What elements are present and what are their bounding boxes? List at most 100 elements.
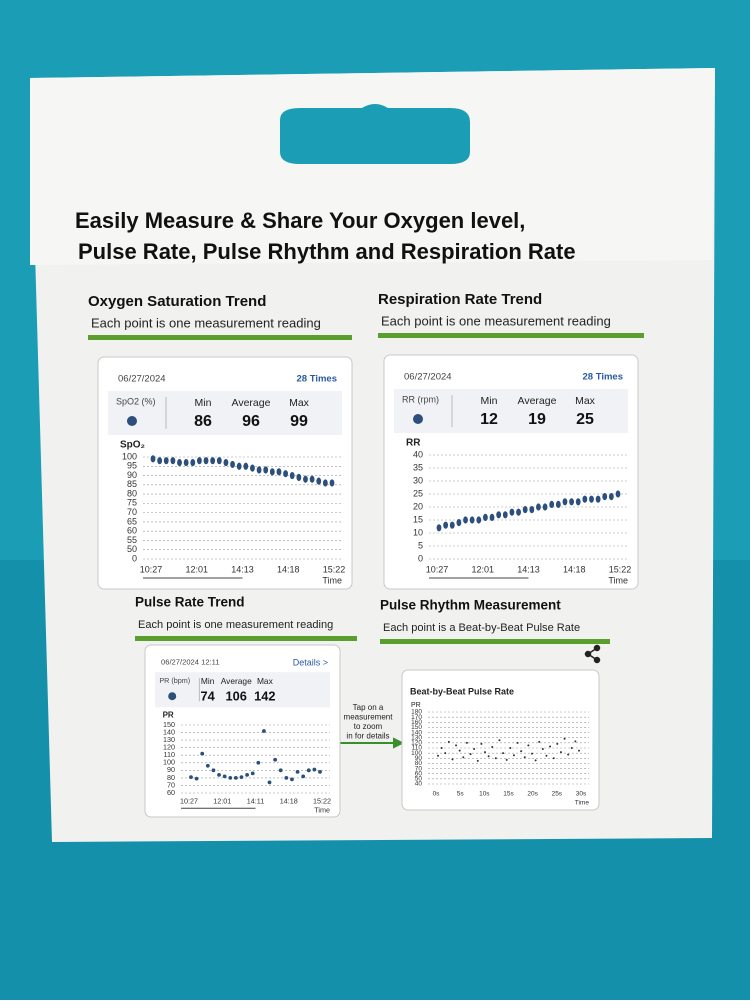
data-point bbox=[267, 780, 272, 785]
panel-subheading: Each point is one measurement reading bbox=[138, 619, 333, 631]
panel-heading: Oxygen Saturation Trend bbox=[88, 293, 266, 310]
data-point bbox=[520, 750, 523, 753]
data-point bbox=[443, 521, 449, 529]
card-date: 06/27/2024 12:11 bbox=[161, 658, 220, 667]
x-tick-label: 14:11 bbox=[247, 797, 264, 806]
data-point bbox=[509, 508, 515, 516]
data-point bbox=[189, 775, 193, 780]
y-tick-label: 65 bbox=[127, 516, 137, 526]
data-point bbox=[437, 754, 439, 757]
data-point bbox=[502, 511, 508, 519]
data-point bbox=[578, 749, 580, 752]
y-tick-label: 170 bbox=[411, 714, 422, 721]
stat-label: Min bbox=[201, 676, 215, 686]
x-tick-label: 20s bbox=[527, 791, 538, 798]
y-tick-label: 0 bbox=[132, 553, 137, 563]
stat-label: Max bbox=[257, 676, 274, 686]
data-point bbox=[303, 475, 308, 483]
data-point bbox=[484, 751, 486, 754]
y-tick-label: 130 bbox=[411, 734, 422, 741]
data-point bbox=[529, 506, 535, 514]
x-tick-label: 0s bbox=[433, 791, 441, 798]
data-point bbox=[509, 747, 512, 749]
data-point bbox=[552, 757, 555, 760]
y-tick-label: 120 bbox=[411, 740, 422, 747]
data-point bbox=[602, 493, 608, 501]
data-point bbox=[574, 740, 577, 743]
card-count: 28 Times bbox=[583, 372, 624, 383]
x-tick-label: 10:27 bbox=[180, 797, 198, 806]
data-point bbox=[295, 769, 300, 774]
details-link: Details > bbox=[293, 657, 328, 667]
panel-subheading: Each point is one measurement reading bbox=[91, 315, 321, 330]
y-tick-label: 80 bbox=[167, 773, 175, 782]
stats-box bbox=[155, 672, 330, 708]
x-tick-label: 14:13 bbox=[517, 564, 540, 574]
y-tick-label: 90 bbox=[127, 470, 137, 480]
data-point bbox=[567, 753, 570, 756]
axis-label: PR bbox=[411, 702, 421, 709]
data-point bbox=[534, 759, 537, 762]
data-point bbox=[498, 739, 501, 742]
data-point bbox=[516, 508, 521, 516]
data-point bbox=[216, 457, 222, 465]
data-point bbox=[449, 521, 455, 529]
stat-label: Max bbox=[289, 397, 310, 409]
x-tick-label: 14:18 bbox=[280, 797, 298, 806]
data-point bbox=[559, 751, 562, 754]
data-point bbox=[211, 768, 216, 773]
data-point bbox=[575, 498, 581, 506]
data-point bbox=[496, 511, 502, 519]
data-point bbox=[289, 471, 295, 480]
y-tick-label: 100 bbox=[411, 750, 422, 757]
data-point bbox=[562, 498, 568, 506]
card-count: 28 Times bbox=[297, 374, 338, 385]
data-point bbox=[476, 516, 482, 524]
axis-label: SpO₂ bbox=[120, 440, 145, 451]
y-tick-label: 180 bbox=[411, 709, 422, 716]
data-point bbox=[322, 479, 328, 487]
y-tick-label: 50 bbox=[127, 544, 137, 554]
metric-icon bbox=[413, 414, 423, 424]
data-point bbox=[194, 776, 199, 781]
data-point bbox=[205, 763, 210, 768]
data-point bbox=[523, 756, 526, 759]
data-point bbox=[256, 760, 261, 765]
y-tick-label: 25 bbox=[413, 488, 423, 498]
y-tick-label: 35 bbox=[413, 462, 423, 472]
y-tick-label: 100 bbox=[163, 758, 175, 767]
data-point bbox=[549, 745, 552, 748]
data-point bbox=[177, 458, 182, 467]
y-tick-label: 120 bbox=[163, 743, 175, 752]
stat-value: 142 bbox=[254, 688, 275, 703]
zoom-annotation: measurement bbox=[344, 713, 394, 722]
data-point bbox=[157, 457, 163, 465]
x-tick-label: 12:01 bbox=[471, 564, 494, 574]
stat-label: Average bbox=[221, 676, 252, 686]
x-tick-label: 10:27 bbox=[140, 564, 163, 574]
data-point bbox=[531, 752, 533, 755]
x-tick-label: 15s bbox=[503, 791, 514, 798]
data-point bbox=[469, 753, 472, 756]
y-tick-label: 60 bbox=[415, 770, 423, 777]
data-point bbox=[447, 740, 450, 743]
data-point bbox=[483, 513, 488, 522]
data-point bbox=[527, 744, 530, 747]
y-tick-label: 5 bbox=[418, 540, 423, 550]
data-point bbox=[290, 777, 294, 782]
y-tick-label: 75 bbox=[127, 498, 137, 508]
axis-label: RR bbox=[406, 438, 421, 449]
data-point bbox=[545, 754, 548, 757]
data-point bbox=[318, 769, 322, 774]
stat-label: Min bbox=[195, 397, 212, 409]
data-point bbox=[555, 500, 561, 508]
data-point bbox=[230, 460, 235, 469]
data-point bbox=[170, 457, 176, 465]
data-point bbox=[494, 757, 497, 760]
data-point bbox=[239, 775, 244, 780]
zoom-annotation: to zoom bbox=[354, 722, 383, 731]
y-tick-label: 60 bbox=[167, 788, 175, 797]
data-point bbox=[465, 741, 468, 744]
x-tick-label: 5s bbox=[457, 791, 465, 798]
